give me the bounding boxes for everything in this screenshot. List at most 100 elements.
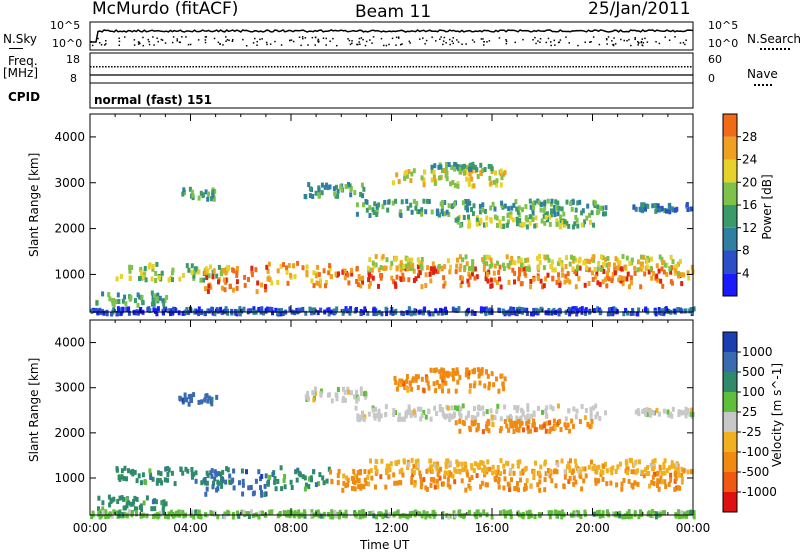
- data-cell: [604, 461, 607, 467]
- data-cell: [263, 492, 267, 497]
- data-cell: [661, 308, 664, 314]
- nave-point: [240, 66, 243, 68]
- data-cell: [389, 461, 393, 467]
- nsearch-point: [425, 39, 428, 42]
- nsearch-point: [292, 40, 295, 43]
- data-cell: [465, 261, 469, 267]
- data-cell: [481, 207, 485, 213]
- data-cell: [435, 478, 439, 484]
- data-cell: [673, 264, 677, 270]
- nave-point: [481, 66, 484, 68]
- nsearch-point: [189, 43, 192, 46]
- nsearch-point: [176, 40, 178, 42]
- nsearch-point: [634, 37, 636, 39]
- data-cell: [204, 286, 207, 292]
- data-cell: [533, 200, 537, 206]
- data-cell: [217, 264, 221, 270]
- data-cell: [581, 466, 585, 472]
- data-cell: [460, 478, 464, 484]
- data-cell: [258, 510, 262, 516]
- data-cell: [505, 222, 509, 228]
- data-cell: [141, 274, 145, 280]
- data-cell: [372, 413, 376, 419]
- data-cell: [499, 458, 503, 464]
- nave-point: [635, 66, 638, 68]
- data-cell: [206, 398, 210, 404]
- data-cell: [424, 514, 428, 520]
- data-cell: [393, 376, 397, 381]
- nsearch-point: [317, 41, 320, 43]
- nsearch-point: [139, 42, 141, 45]
- data-cell: [108, 511, 112, 517]
- data-cell: [307, 182, 311, 188]
- nave-point: [566, 66, 568, 68]
- data-cell: [179, 467, 183, 472]
- data-cell: [587, 464, 591, 470]
- data-cell: [604, 205, 608, 211]
- data-cell: [448, 460, 452, 466]
- data-cell: [523, 483, 527, 489]
- data-cell: [483, 167, 487, 172]
- data-cell: [406, 465, 410, 471]
- data-cell: [355, 307, 358, 312]
- data-cell: [242, 509, 246, 515]
- data-cell: [359, 191, 363, 197]
- data-cell: [682, 410, 686, 416]
- nsky-trace: [90, 29, 694, 47]
- data-cell: [444, 380, 448, 386]
- data-cell: [447, 514, 451, 520]
- data-cell: [626, 310, 629, 316]
- data-cell: [669, 477, 673, 483]
- data-cell: [654, 311, 658, 317]
- data-cell: [675, 462, 679, 468]
- data-cell: [478, 209, 482, 215]
- data-cell: [394, 380, 398, 385]
- data-cell: [502, 386, 506, 392]
- data-cell: [395, 386, 399, 392]
- data-cell: [124, 505, 127, 511]
- nsearch-point: [105, 40, 107, 42]
- nave-point: [343, 66, 345, 68]
- data-cell: [607, 276, 611, 282]
- data-cell: [423, 306, 427, 312]
- data-cell: [612, 306, 616, 312]
- nsearch-point: [449, 43, 451, 46]
- data-cell: [527, 514, 531, 520]
- data-cell: [534, 460, 537, 466]
- data-cell: [310, 509, 314, 515]
- data-cell: [493, 415, 497, 421]
- nsearch-point: [314, 44, 316, 46]
- data-cell: [232, 468, 236, 474]
- nave-point: [123, 66, 125, 68]
- data-cell: [303, 194, 307, 199]
- data-cell: [417, 273, 421, 279]
- nsearch-point: [565, 36, 567, 38]
- data-cell: [296, 467, 300, 473]
- data-cell: [563, 469, 567, 474]
- data-cell: [442, 275, 446, 281]
- data-cell: [563, 222, 567, 228]
- nsearch-point: [452, 42, 454, 45]
- data-cell: [546, 468, 550, 473]
- data-cell: [513, 405, 517, 410]
- data-cell: [400, 199, 404, 205]
- data-cell: [190, 189, 194, 195]
- data-cell: [549, 510, 553, 516]
- data-cell: [463, 170, 466, 176]
- data-cell: [485, 467, 489, 472]
- velocity-colorbar-segment: [723, 412, 737, 432]
- data-cell: [406, 257, 410, 263]
- data-cell: [314, 273, 318, 279]
- data-cell: [502, 469, 506, 475]
- data-cell: [565, 199, 569, 205]
- data-cell: [420, 413, 424, 418]
- data-cell: [393, 281, 397, 287]
- data-cell: [306, 391, 309, 396]
- data-cell: [145, 513, 149, 519]
- data-cell: [572, 308, 576, 314]
- data-cell: [222, 267, 226, 273]
- data-cell: [676, 307, 680, 312]
- nave-point: [436, 66, 439, 68]
- data-cell: [289, 479, 293, 485]
